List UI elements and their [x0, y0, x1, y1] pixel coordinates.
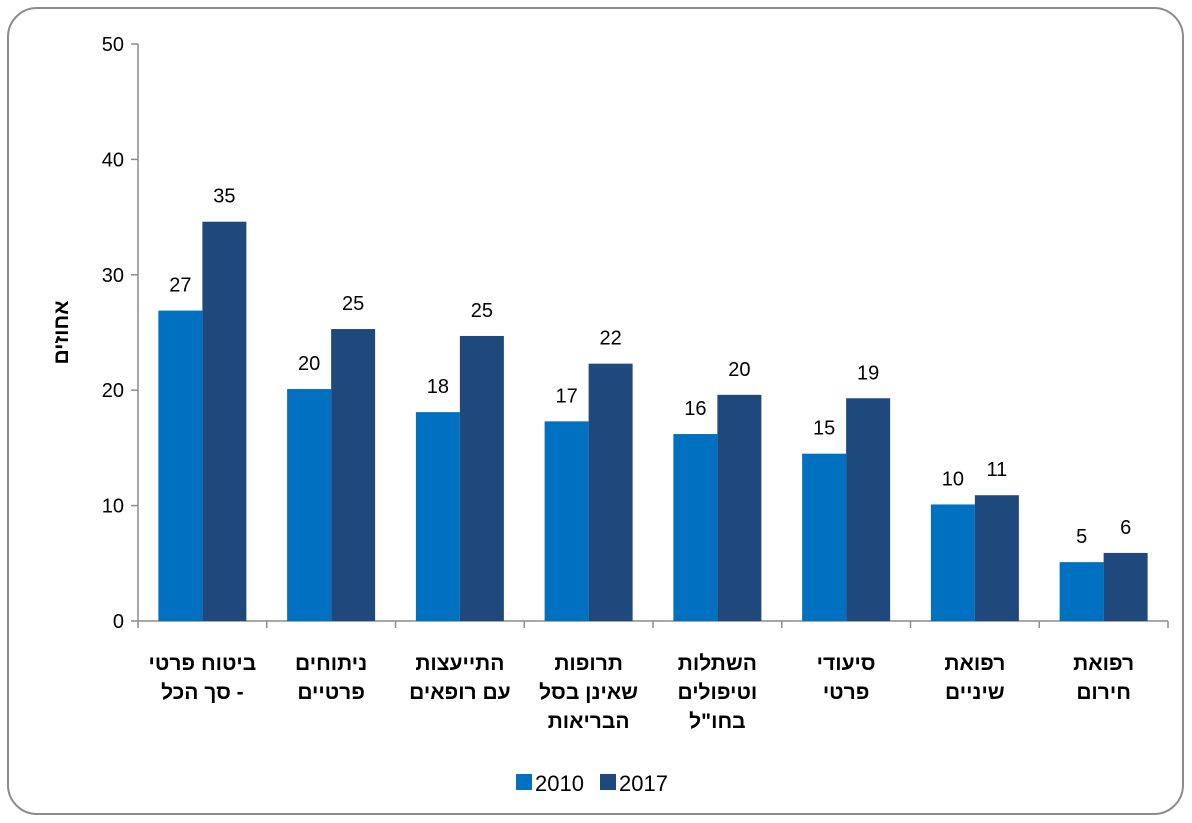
y-tick-label: 10 [102, 496, 124, 518]
y-axis-label: אחוזים [50, 300, 73, 364]
category-label: רפואת [1073, 652, 1134, 675]
category-label: תרופות [554, 652, 623, 675]
data-label: 16 [684, 398, 706, 420]
category-labels: ביטוח פרטי - סך הכל ניתוחים פרטיים התייעצות ע… [149, 652, 1135, 733]
bar-2017 [1103, 552, 1148, 621]
category-label: פרטיים [297, 681, 365, 704]
bar-2017 [331, 329, 376, 621]
bar-2010 [673, 434, 718, 621]
data-label: 10 [942, 468, 964, 490]
bar-2010 [544, 421, 589, 621]
data-label: 20 [298, 353, 320, 375]
data-labels: 27 20 18 17 16 15 10 5 35 25 25 22 20 19 11 6 [169, 186, 1131, 548]
data-label: 22 [600, 328, 622, 350]
bar-2017 [846, 398, 891, 621]
data-label: 25 [471, 300, 493, 322]
data-label: 35 [213, 186, 235, 208]
category-label: השתלות [678, 652, 757, 675]
category-label: רפואת [944, 652, 1005, 675]
data-label: 11 [986, 459, 1007, 481]
legend: 2010 2017 [516, 771, 668, 796]
y-tick-label: 20 [102, 380, 124, 402]
category-label: בחו"ל [689, 710, 745, 733]
category-label: חירום [1076, 681, 1131, 704]
data-label: 20 [728, 359, 750, 381]
y-tick-label: 50 [102, 34, 124, 56]
bar-2010 [930, 504, 975, 621]
category-label: סיעודי [817, 652, 876, 675]
data-label: 19 [857, 362, 879, 384]
bar-2010 [287, 389, 332, 621]
bar-2017 [588, 363, 633, 621]
y-tick-label: 0 [113, 611, 124, 633]
category-label: שיניים [945, 681, 1005, 704]
data-label: 17 [556, 385, 578, 407]
data-label: 5 [1076, 526, 1087, 548]
category-label: וטיפולים [677, 681, 757, 704]
category-label: פרטי [823, 681, 870, 704]
legend-swatch-2017 [600, 774, 616, 790]
data-label: 15 [813, 418, 835, 440]
category-label: ניתוחים [295, 652, 367, 675]
data-label: 27 [169, 275, 191, 297]
bar-2017 [717, 394, 762, 621]
bar-2010 [415, 412, 460, 621]
y-tick-label: 30 [102, 265, 124, 287]
bar-2017 [202, 221, 247, 621]
category-label: עם רופאים [409, 681, 510, 704]
category-label: - סך הכל [161, 681, 244, 704]
data-label: 6 [1120, 517, 1131, 539]
bar-2010 [158, 310, 203, 621]
legend-label: 2010 [535, 771, 584, 796]
data-label: 25 [342, 293, 364, 315]
category-label: הבריאות [548, 710, 630, 733]
legend-swatch-2010 [516, 774, 532, 790]
bar-2010 [1059, 562, 1104, 621]
data-label: 18 [427, 376, 449, 398]
bar-2010 [802, 453, 847, 621]
y-tick-label: 40 [102, 149, 124, 171]
legend-label: 2017 [619, 771, 668, 796]
category-label: התייעצות [415, 652, 504, 675]
bar-2017 [974, 495, 1019, 621]
bar-2017 [459, 335, 504, 621]
category-label: שאינן בסל [539, 681, 638, 704]
category-label: ביטוח פרטי [149, 652, 257, 675]
bars [158, 221, 1148, 621]
